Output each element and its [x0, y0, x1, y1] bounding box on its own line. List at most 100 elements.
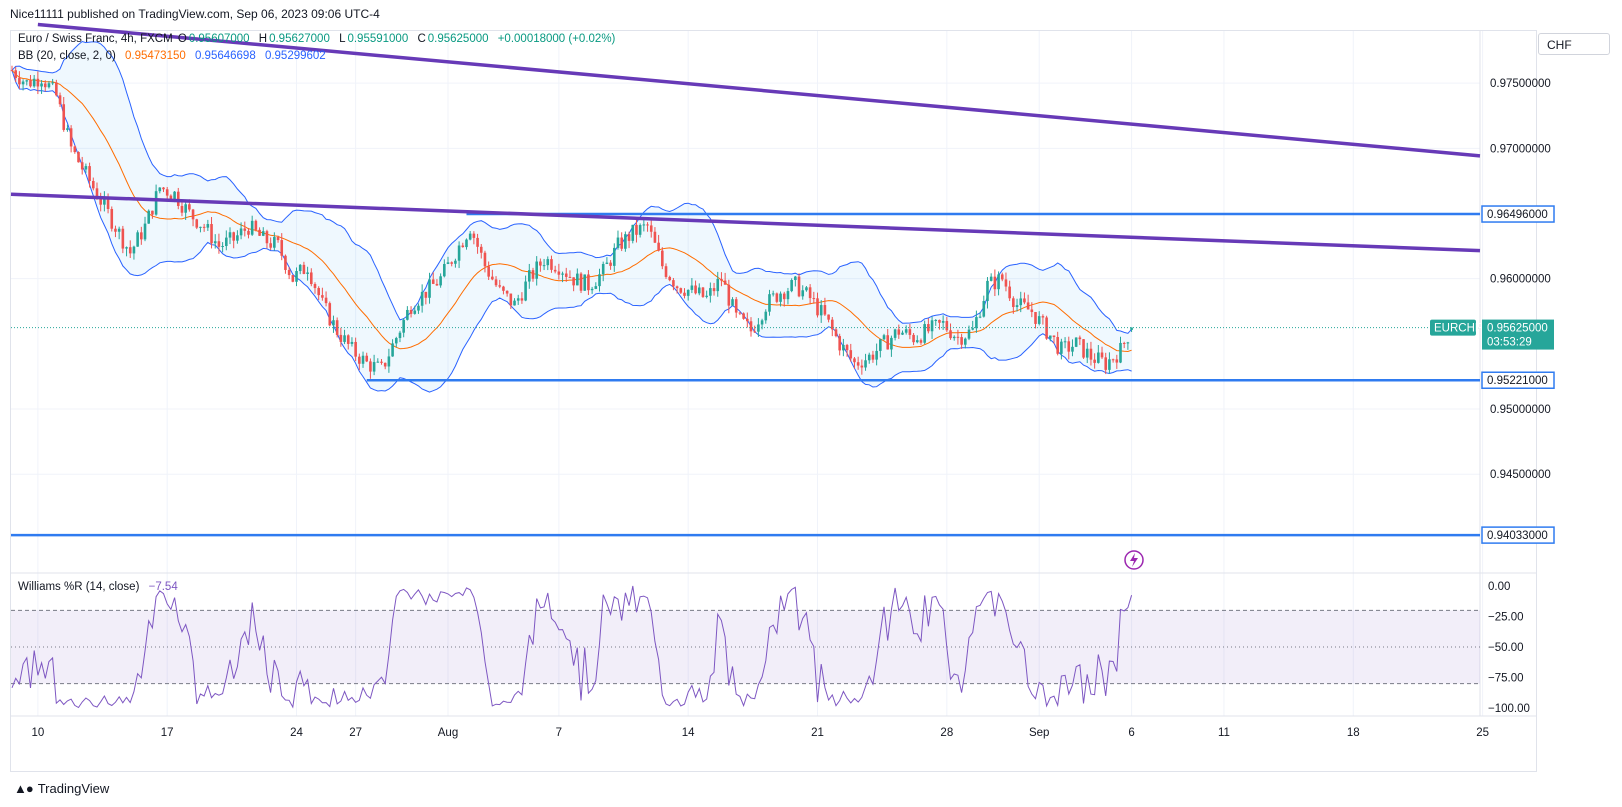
candle-body [1097, 352, 1100, 363]
price-tick-label: 0.97000000 [1490, 143, 1551, 155]
candle-body [243, 228, 247, 231]
candle-body [775, 293, 779, 302]
candle-body [502, 286, 505, 291]
candle-body [335, 320, 339, 335]
trendline-upper [37, 22, 1481, 158]
open-value: 0.95607000 [188, 33, 250, 45]
currency-button[interactable]: CHF [1538, 33, 1610, 55]
candle-body [1037, 316, 1041, 324]
candle-body [764, 311, 768, 321]
candle-body [132, 246, 136, 254]
candle-body [1100, 352, 1104, 358]
candle-body [1060, 341, 1063, 354]
trendlines [10, 22, 1481, 253]
level-tag-text: 0.96496000 [1487, 209, 1548, 221]
candle-body [1067, 341, 1071, 352]
candle-body [661, 250, 664, 267]
candle-body [32, 78, 36, 87]
time-tick-label: 6 [1128, 727, 1134, 739]
candle-body [505, 290, 509, 294]
candle-body [232, 232, 235, 241]
candle-body [1015, 305, 1019, 308]
candle-body [435, 283, 439, 286]
candle-body [871, 354, 875, 360]
candle-body [816, 298, 819, 316]
candle-body [162, 187, 165, 190]
candle-body [487, 266, 490, 277]
countdown-value: 03:53:29 [1487, 337, 1532, 349]
price-tick-label: 0.97500000 [1490, 78, 1551, 90]
candle-body [476, 237, 479, 247]
candle-body [842, 344, 845, 351]
symbol-title[interactable]: Euro / Swiss Franc, 4h, FXCM [18, 33, 173, 45]
bb-lower-line [11, 70, 1132, 393]
symbol-tag-text: EURCHF [1434, 323, 1482, 335]
candle-body [1008, 286, 1011, 299]
candle-body [147, 210, 151, 224]
level-tag-text: 0.94033000 [1487, 530, 1548, 542]
candle-body [321, 295, 324, 298]
candle-body [672, 280, 675, 287]
candle-body [324, 297, 328, 304]
candle-body [587, 274, 590, 291]
wr-legend: Williams %R (14, close) −7.54 [18, 581, 180, 593]
candle-body [14, 70, 17, 79]
candle-body [195, 219, 199, 228]
candle-body [491, 276, 494, 280]
candle-body [749, 321, 753, 332]
candle-body [997, 274, 1000, 290]
candle-body [564, 273, 568, 277]
candle-body [1126, 342, 1130, 344]
candle-body [313, 284, 317, 289]
candle-body [697, 287, 701, 294]
bb-label[interactable]: BB (20, close, 2, 0) [18, 50, 116, 62]
chart-frame [10, 30, 1537, 772]
candle-body [790, 280, 793, 292]
candles [10, 65, 1133, 379]
low-label: L [339, 33, 346, 45]
candle-body [302, 264, 306, 274]
last-price-line: EURCHF 0.95625000 03:53:29 [11, 319, 1554, 350]
candle-body [88, 166, 91, 181]
last-price-value: 0.95625000 [1487, 323, 1548, 335]
time-tick-label: 21 [811, 727, 824, 739]
candle-body [812, 298, 816, 300]
candle-body [738, 312, 742, 314]
candle-body [213, 241, 217, 244]
candle-body [797, 276, 801, 297]
bb-upper-value: 0.95646698 [194, 50, 256, 62]
candle-body [856, 362, 860, 366]
candle-body [73, 146, 77, 153]
candle-body [461, 245, 465, 248]
candle-body [975, 317, 978, 329]
candle-body [768, 294, 771, 312]
candle-body [893, 329, 897, 338]
alert-lightning-icon[interactable] [1124, 550, 1144, 570]
candle-body [805, 287, 808, 291]
candle-body [402, 319, 405, 333]
candle-body [694, 285, 697, 294]
candle-body [860, 365, 864, 368]
candle-body [539, 261, 542, 266]
candle-body [1108, 359, 1111, 370]
change-value: +0.00018000 (+0.02%) [497, 33, 616, 45]
candle-body [986, 280, 989, 302]
candle-body [346, 335, 350, 344]
footer-brand[interactable]: ▲● TradingView [14, 781, 109, 796]
candle-body [398, 332, 402, 339]
time-tick-label: 27 [349, 727, 362, 739]
candle-body [106, 198, 110, 209]
time-tick-label: 24 [290, 727, 303, 739]
bb-basis-value: 0.95473150 [125, 50, 186, 62]
candle-body [1089, 348, 1093, 360]
wr-label[interactable]: Williams %R (14, close) [18, 581, 140, 593]
candle-body [446, 262, 450, 264]
bb-basis-line [11, 69, 1132, 353]
candle-body [890, 337, 893, 350]
candle-body [206, 224, 210, 228]
candle-body [657, 242, 660, 251]
high-label: H [258, 33, 268, 45]
candle-body [55, 82, 58, 96]
candle-body [550, 259, 553, 270]
